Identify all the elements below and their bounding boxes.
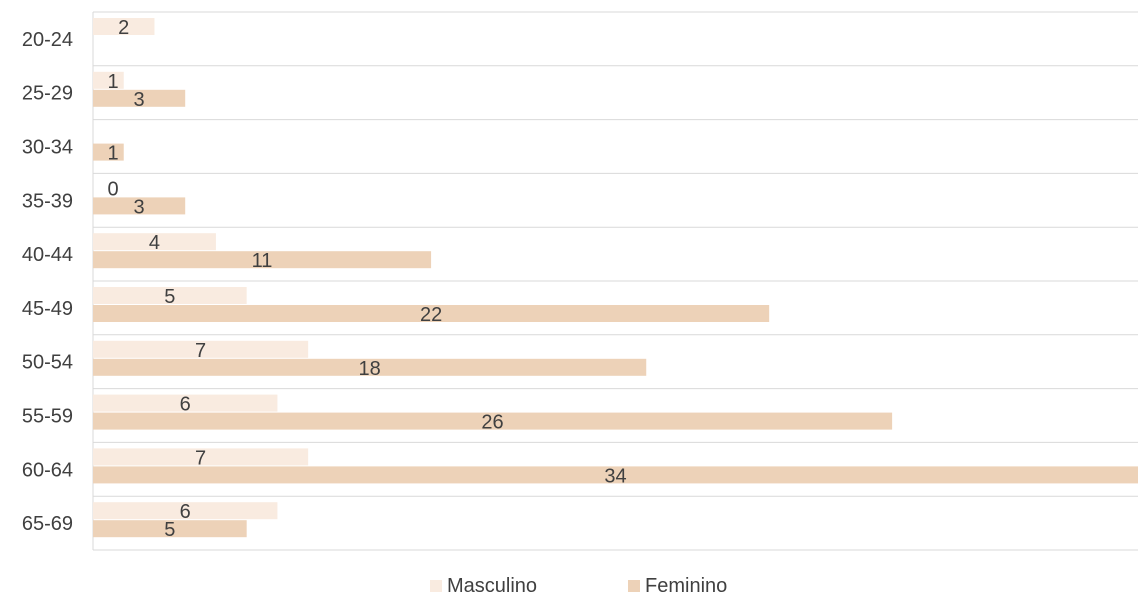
legend-swatch-feminino: [628, 579, 640, 592]
legend: Masculino Feminino: [0, 574, 1140, 598]
y-tick-label: 30-34: [22, 137, 73, 159]
y-tick-label: 25-29: [22, 83, 73, 105]
data-label: 3: [134, 196, 145, 218]
legend-swatch-masculino: [430, 579, 442, 592]
bar-feminino: [93, 466, 1138, 484]
data-label: 22: [420, 304, 442, 326]
y-tick-label: 60-64: [22, 459, 73, 481]
bar-feminino: [93, 520, 247, 538]
bar-feminino: [93, 251, 432, 269]
data-label: 5: [164, 286, 175, 308]
data-label: 34: [604, 465, 626, 487]
data-label: 11: [252, 250, 273, 272]
bar-masculino: [93, 448, 309, 466]
y-tick-label: 20-24: [22, 29, 73, 51]
y-tick-label: 35-39: [22, 190, 73, 212]
bar-feminino: [93, 305, 770, 322]
bar-masculino: [93, 340, 309, 358]
data-label: 6: [180, 501, 191, 523]
data-label: 18: [358, 358, 380, 380]
bar-masculino: [93, 71, 124, 89]
y-tick-label: 45-49: [22, 298, 73, 320]
bar-masculino: [93, 233, 216, 251]
bar-masculino: [93, 394, 278, 412]
bar-masculino: [93, 502, 278, 520]
data-label: 5: [164, 519, 175, 541]
bar-feminino: [93, 89, 186, 107]
data-label: 0: [107, 178, 118, 200]
data-label: 7: [195, 340, 206, 362]
legend-label-masculino: Masculino: [447, 575, 538, 597]
y-tick-label: 65-69: [22, 513, 73, 535]
data-label: 7: [195, 447, 206, 469]
bar-feminino: [93, 412, 893, 430]
data-label: 1: [107, 143, 118, 165]
data-label: 3: [134, 89, 145, 111]
legend-item-feminino: Feminino: [628, 574, 727, 598]
data-label: 4: [149, 232, 160, 254]
bar-feminino: [93, 358, 647, 376]
bar-feminino: [93, 143, 124, 161]
y-tick-label: 50-54: [22, 352, 73, 374]
legend-label-feminino: Feminino: [645, 575, 728, 597]
y-tick-label: 40-44: [22, 244, 73, 266]
bar-masculino: [93, 18, 155, 35]
data-label: 6: [180, 394, 191, 416]
data-label: 26: [481, 412, 503, 434]
data-label: 2: [118, 17, 129, 39]
data-label: 1: [107, 71, 118, 93]
bar-feminino: [93, 197, 186, 215]
bar-masculino: [93, 287, 247, 304]
legend-item-masculino: Masculino: [430, 574, 537, 598]
y-tick-label: 55-59: [22, 406, 73, 428]
